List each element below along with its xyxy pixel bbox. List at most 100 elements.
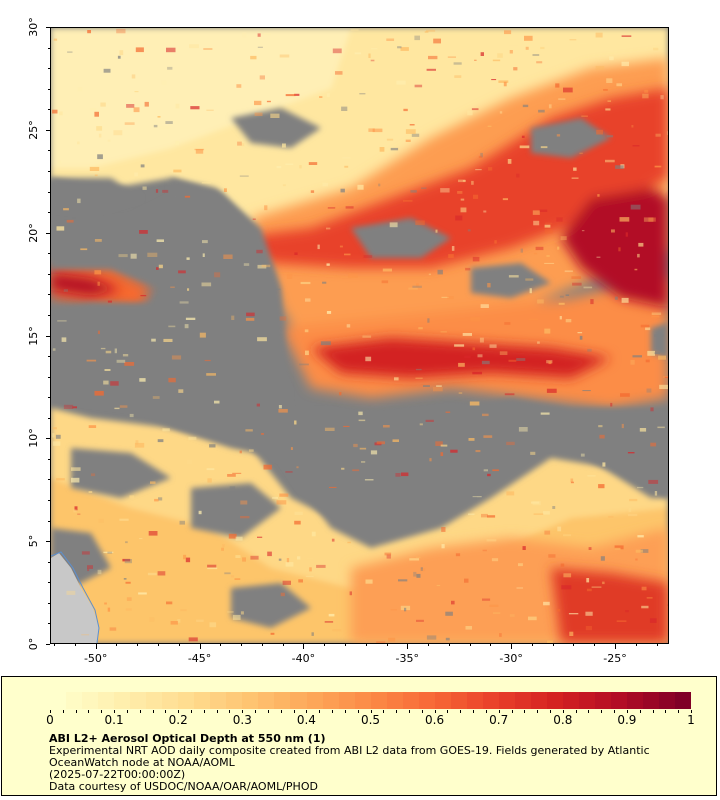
speckle	[543, 511, 550, 515]
speckle	[322, 281, 327, 284]
x-tick-label: -30°	[499, 652, 523, 665]
speckle	[119, 405, 128, 408]
colorbar-tick-mark	[678, 710, 680, 713]
speckle	[222, 544, 225, 548]
speckle	[378, 183, 381, 187]
speckle	[239, 175, 249, 177]
speckle	[91, 473, 96, 477]
speckle	[472, 371, 482, 375]
speckle	[559, 295, 564, 298]
speckle	[519, 145, 530, 149]
speckle	[436, 385, 442, 387]
speckle	[294, 93, 300, 96]
speckle	[52, 441, 61, 446]
speckle	[509, 40, 519, 46]
speckle	[207, 564, 217, 568]
x-minor-tick	[95, 644, 97, 646]
speckle	[663, 376, 668, 378]
speckle	[560, 236, 567, 241]
y-minor-tick	[48, 623, 50, 625]
speckle	[504, 30, 512, 35]
speckle	[130, 253, 137, 259]
speckle	[647, 350, 655, 356]
speckle	[167, 66, 173, 70]
speckle	[625, 232, 628, 237]
speckle	[428, 273, 431, 276]
speckle	[285, 562, 294, 567]
speckle	[350, 29, 359, 31]
speckle	[423, 385, 430, 387]
speckle	[533, 220, 540, 226]
colorbar-segment	[274, 692, 291, 709]
speckle	[573, 167, 577, 171]
speckle	[66, 219, 74, 223]
speckle	[278, 409, 288, 413]
speckle	[514, 286, 519, 288]
speckle	[117, 55, 121, 59]
speckle	[98, 518, 104, 523]
speckle	[388, 637, 396, 642]
speckle	[600, 556, 605, 561]
speckle	[494, 240, 497, 244]
speckle	[134, 172, 138, 177]
speckle	[147, 572, 157, 576]
speckle	[581, 230, 585, 232]
speckle	[482, 598, 491, 601]
speckle	[643, 217, 654, 222]
speckle	[653, 47, 659, 51]
speckle	[620, 393, 630, 397]
y-minor-tick	[48, 397, 50, 399]
speckle	[243, 263, 250, 266]
speckle	[655, 133, 661, 137]
speckle	[603, 89, 608, 91]
y-minor-tick	[48, 458, 50, 460]
speckle	[261, 433, 264, 435]
speckle	[94, 270, 102, 275]
speckle	[271, 288, 281, 291]
speckle	[170, 286, 175, 288]
speckle	[241, 143, 245, 147]
speckle	[206, 109, 214, 111]
speckle	[555, 83, 560, 88]
speckle	[163, 338, 173, 342]
speckle	[190, 106, 200, 110]
y-minor-tick	[48, 68, 50, 70]
speckle	[532, 54, 540, 56]
speckle	[638, 242, 644, 247]
speckle	[556, 217, 563, 222]
x-minor-tick	[324, 644, 326, 646]
speckle	[489, 604, 499, 607]
speckle	[235, 555, 241, 558]
colorbar-segment	[178, 692, 195, 709]
speckle	[558, 302, 565, 305]
y-minor-tick	[48, 88, 50, 90]
speckle	[363, 255, 373, 258]
speckle	[410, 190, 417, 193]
speckle	[170, 621, 178, 625]
speckle	[441, 527, 446, 532]
speckle	[658, 355, 666, 360]
speckle	[389, 222, 398, 228]
speckle	[329, 486, 337, 488]
x-minor-tick	[74, 644, 76, 646]
speckle	[135, 440, 139, 445]
x-minor-tick	[386, 644, 388, 646]
speckle	[458, 362, 465, 367]
colorbar-tick-mark	[408, 710, 410, 713]
speckle	[139, 230, 148, 234]
speckle	[310, 190, 315, 193]
speckle	[414, 35, 420, 41]
speckle	[88, 425, 97, 428]
speckle	[186, 257, 190, 260]
colorbar-segment	[402, 692, 419, 709]
speckle	[63, 404, 74, 409]
speckle	[398, 579, 408, 582]
speckle	[344, 165, 349, 168]
speckle	[569, 39, 577, 41]
speckle	[344, 253, 351, 256]
speckle	[483, 210, 487, 213]
speckle	[468, 438, 475, 441]
speckle	[621, 35, 632, 37]
speckle	[119, 50, 124, 56]
aod-map[interactable]	[50, 27, 669, 644]
